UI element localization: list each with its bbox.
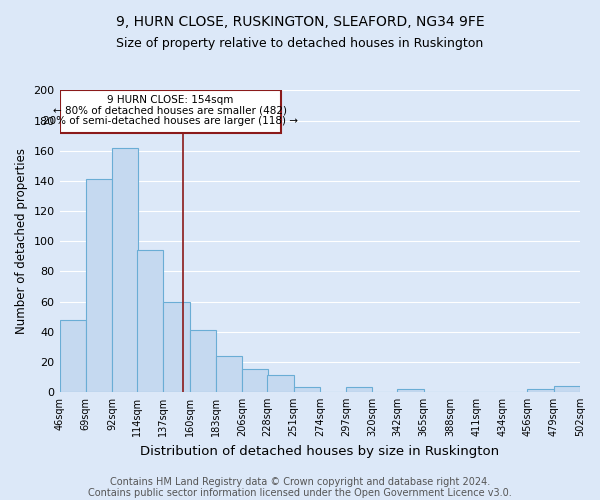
Bar xyxy=(137,250,163,392)
Bar xyxy=(112,148,138,392)
Bar xyxy=(397,389,424,392)
Bar xyxy=(190,330,216,392)
Bar xyxy=(163,302,190,392)
Text: Contains HM Land Registry data © Crown copyright and database right 2024.: Contains HM Land Registry data © Crown c… xyxy=(110,477,490,487)
Text: 9, HURN CLOSE, RUSKINGTON, SLEAFORD, NG34 9FE: 9, HURN CLOSE, RUSKINGTON, SLEAFORD, NG3… xyxy=(116,15,484,29)
Bar xyxy=(346,388,372,392)
X-axis label: Distribution of detached houses by size in Ruskington: Distribution of detached houses by size … xyxy=(140,444,499,458)
Bar xyxy=(242,370,268,392)
Text: Contains public sector information licensed under the Open Government Licence v3: Contains public sector information licen… xyxy=(88,488,512,498)
Text: ← 80% of detached houses are smaller (482): ← 80% of detached houses are smaller (48… xyxy=(53,106,287,116)
Bar xyxy=(86,180,112,392)
Bar xyxy=(59,90,281,132)
Bar xyxy=(293,388,320,392)
Text: Size of property relative to detached houses in Ruskington: Size of property relative to detached ho… xyxy=(116,38,484,51)
Text: 9 HURN CLOSE: 154sqm: 9 HURN CLOSE: 154sqm xyxy=(107,95,233,105)
Bar xyxy=(267,376,293,392)
Bar xyxy=(554,386,580,392)
Text: 20% of semi-detached houses are larger (118) →: 20% of semi-detached houses are larger (… xyxy=(43,116,298,126)
Y-axis label: Number of detached properties: Number of detached properties xyxy=(15,148,28,334)
Bar xyxy=(59,320,86,392)
Bar xyxy=(216,356,242,392)
Bar xyxy=(527,389,554,392)
